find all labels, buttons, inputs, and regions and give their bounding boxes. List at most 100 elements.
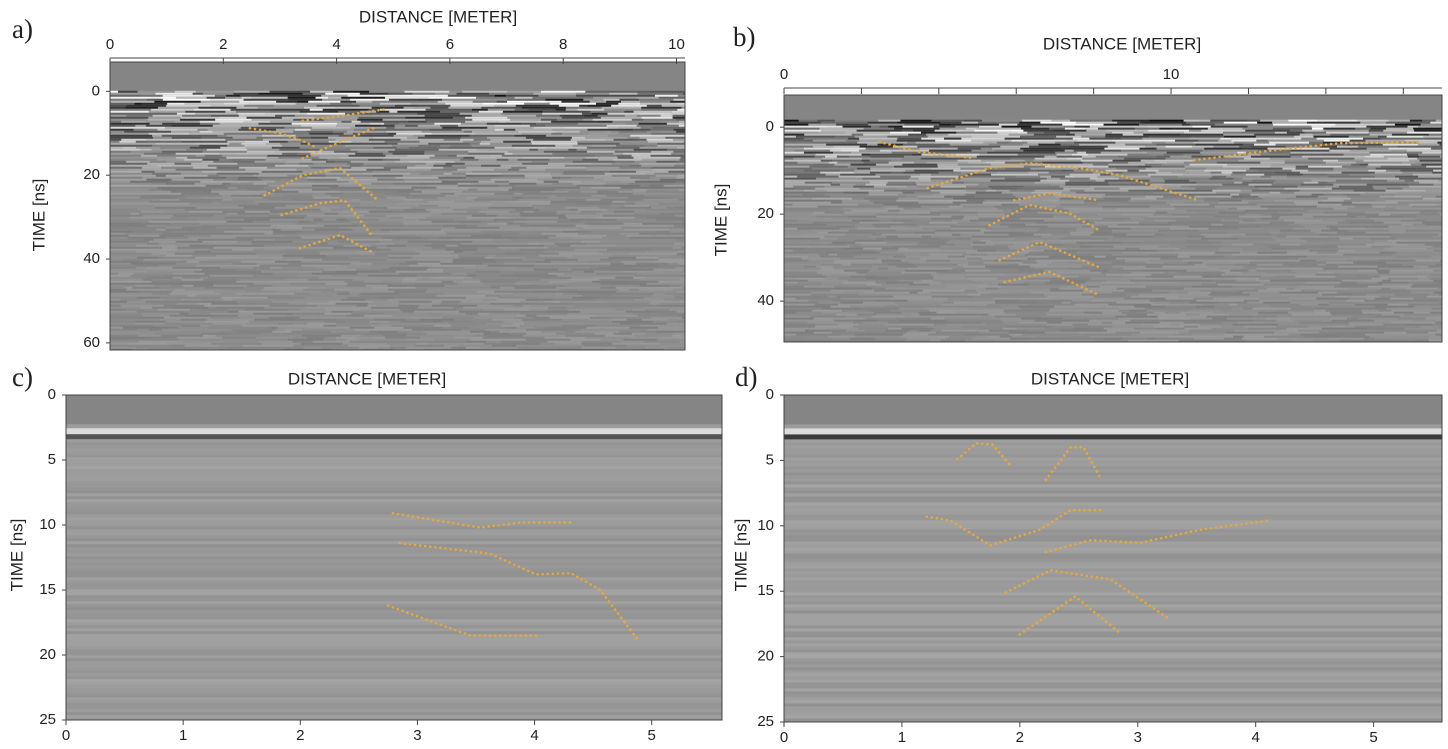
texture	[1390, 270, 1434, 272]
texture	[1354, 190, 1386, 192]
texture	[270, 91, 311, 93]
texture	[407, 333, 426, 335]
texture	[1246, 282, 1261, 284]
texture	[434, 339, 472, 341]
texture	[942, 146, 953, 148]
texture	[843, 210, 851, 212]
texture	[130, 213, 139, 215]
texture	[257, 125, 301, 127]
texture	[284, 249, 320, 251]
texture	[110, 131, 124, 133]
texture	[409, 265, 432, 267]
texture	[537, 199, 566, 201]
texture	[1087, 280, 1105, 282]
texture	[784, 186, 793, 188]
texture	[1036, 302, 1062, 304]
texture	[940, 210, 960, 212]
texture	[1371, 224, 1401, 226]
texture	[1159, 170, 1186, 172]
texture	[980, 230, 991, 232]
texture	[1189, 172, 1210, 174]
texture	[110, 123, 150, 125]
texture	[237, 107, 258, 109]
texture	[404, 107, 414, 109]
texture	[1349, 296, 1380, 298]
texture	[205, 245, 218, 247]
texture	[528, 155, 555, 157]
texture	[418, 307, 454, 309]
texture	[1240, 252, 1257, 254]
texture	[596, 103, 618, 105]
texture	[472, 277, 518, 279]
texture	[110, 117, 123, 119]
texture	[997, 278, 1027, 280]
texture	[326, 193, 343, 195]
texture	[985, 200, 997, 202]
texture	[211, 235, 250, 237]
texture	[661, 115, 673, 117]
texture	[1438, 154, 1448, 156]
texture	[581, 211, 591, 213]
texture	[552, 153, 597, 155]
texture	[870, 182, 888, 184]
texture	[917, 146, 941, 148]
texture	[309, 165, 350, 167]
texture	[1333, 170, 1368, 172]
texture	[1314, 136, 1349, 138]
texture	[240, 271, 261, 273]
texture	[532, 161, 573, 163]
texture	[310, 91, 333, 93]
texture	[545, 99, 583, 101]
texture	[566, 107, 602, 109]
texture	[1329, 148, 1366, 150]
texture	[555, 251, 599, 253]
texture	[674, 225, 702, 227]
texture	[992, 298, 1038, 300]
texture	[348, 219, 379, 221]
texture	[1406, 232, 1430, 234]
texture	[1360, 194, 1394, 196]
texture	[679, 319, 699, 321]
texture	[834, 260, 882, 262]
texture	[953, 302, 995, 304]
texture	[1062, 148, 1105, 150]
texture	[276, 129, 295, 131]
texture	[436, 295, 445, 297]
texture	[640, 325, 683, 327]
texture	[190, 339, 236, 341]
texture	[402, 233, 446, 235]
texture	[1073, 138, 1090, 140]
texture	[1047, 292, 1092, 294]
texture	[386, 157, 430, 159]
texture	[1085, 282, 1101, 284]
texture	[199, 145, 227, 147]
texture	[119, 273, 134, 275]
texture	[1261, 206, 1284, 208]
texture	[1401, 224, 1412, 226]
texture	[1335, 296, 1349, 298]
texture	[1056, 272, 1101, 274]
texture	[657, 305, 686, 307]
texture	[1418, 278, 1430, 280]
texture	[962, 124, 999, 126]
texture	[797, 228, 839, 230]
texture	[466, 177, 498, 179]
texture	[792, 204, 828, 206]
texture	[1086, 128, 1098, 130]
texture	[232, 249, 253, 251]
texture	[1094, 222, 1139, 224]
texture	[966, 190, 986, 192]
texture	[199, 223, 224, 225]
texture	[677, 253, 706, 255]
texture	[513, 305, 522, 307]
texture	[840, 170, 855, 172]
texture	[573, 161, 615, 163]
texture	[435, 275, 467, 277]
texture	[1440, 144, 1448, 146]
texture	[233, 299, 266, 301]
texture	[784, 260, 809, 262]
texture	[1256, 140, 1267, 142]
texture	[329, 301, 373, 303]
texture	[968, 294, 981, 296]
texture	[1358, 282, 1378, 284]
